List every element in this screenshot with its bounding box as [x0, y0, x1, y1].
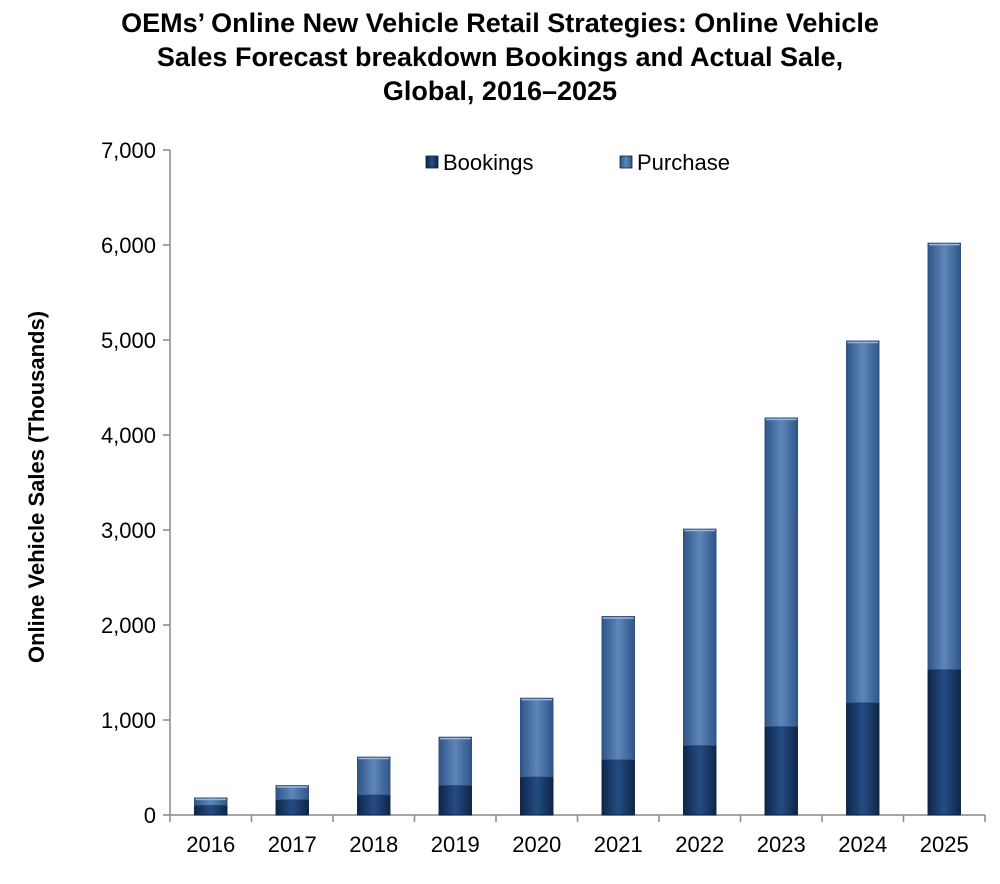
title-line-1: OEMs’ Online New Vehicle Retail Strategi… [121, 8, 879, 38]
bar-bookings-2021 [601, 759, 635, 816]
bar-bookings-2025 [927, 669, 961, 816]
bar-purchase-2025 [927, 242, 961, 671]
chart-title: OEMs’ Online New Vehicle Retail Strategi… [0, 6, 1000, 108]
bar-bookings-2022 [683, 745, 717, 816]
tick-labels: 0 1,000 2,000 3,000 4,000 5,000 6,000 7,000 2016… [101, 138, 969, 857]
legend: Bookings Purchase [425, 150, 730, 175]
bar-purchase-2017 [275, 785, 309, 801]
title-line-2: Sales Forecast breakdown Bookings and Ac… [156, 42, 844, 72]
bar-purchase-2024 [846, 340, 880, 704]
bar-bookings-2019 [438, 785, 472, 816]
y-tick-label: 7,000 [101, 138, 156, 163]
bar-purchase-2020 [520, 697, 554, 778]
bar-purchase-2018 [357, 756, 391, 796]
y-tick-label: 5,000 [101, 328, 156, 353]
y-tick-label: 4,000 [101, 423, 156, 448]
bar-bookings-2020 [520, 776, 554, 816]
y-tick-label: 1,000 [101, 708, 156, 733]
bar-bookings-2016 [194, 805, 228, 816]
legend-swatch-bookings [425, 155, 439, 169]
bar-bookings-2018 [357, 794, 391, 816]
x-tick-label: 2016 [186, 832, 235, 857]
bar-purchase-2019 [438, 736, 472, 786]
bar-bookings-2023 [764, 726, 798, 816]
x-tick-label: 2021 [594, 832, 643, 857]
bar-bookings-2024 [846, 702, 880, 816]
bar-purchase-2016 [194, 797, 228, 806]
y-tick-label: 0 [144, 803, 156, 828]
x-tick-label: 2020 [512, 832, 561, 857]
y-tick-label: 6,000 [101, 233, 156, 258]
x-tick-label: 2017 [268, 832, 317, 857]
bars [194, 242, 961, 816]
title-line-3: Global, 2016–2025 [382, 76, 618, 106]
bar-purchase-2022 [683, 528, 717, 747]
legend-swatch-purchase [619, 155, 633, 169]
x-tick-label: 2024 [838, 832, 887, 857]
y-axis-label: Online Vehicle Sales (Thousands) [24, 311, 49, 663]
y-tick-label: 2,000 [101, 613, 156, 638]
x-tick-label: 2018 [349, 832, 398, 857]
bar-bookings-2017 [275, 799, 309, 816]
x-tick-label: 2023 [757, 832, 806, 857]
legend-label-purchase: Purchase [637, 150, 730, 175]
legend-label-bookings: Bookings [443, 150, 534, 175]
y-tick-label: 3,000 [101, 518, 156, 543]
bar-purchase-2023 [764, 417, 798, 728]
x-tick-label: 2019 [431, 832, 480, 857]
bar-purchase-2021 [601, 616, 635, 761]
x-tick-label: 2025 [920, 832, 969, 857]
x-tick-label: 2022 [675, 832, 724, 857]
